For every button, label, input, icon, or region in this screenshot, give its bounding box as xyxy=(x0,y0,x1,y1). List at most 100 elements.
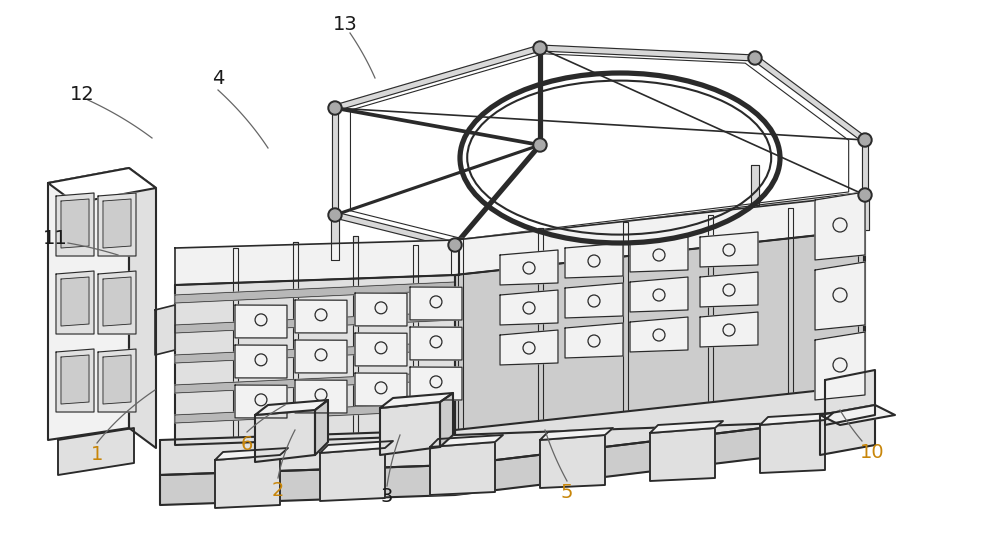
Circle shape xyxy=(858,133,872,147)
Polygon shape xyxy=(56,271,94,334)
Polygon shape xyxy=(292,242,298,445)
Polygon shape xyxy=(815,332,865,400)
Polygon shape xyxy=(235,305,287,338)
Polygon shape xyxy=(175,282,455,303)
Circle shape xyxy=(533,138,547,152)
Polygon shape xyxy=(352,236,358,445)
Polygon shape xyxy=(430,435,503,447)
Polygon shape xyxy=(413,245,418,440)
Polygon shape xyxy=(630,237,688,272)
Polygon shape xyxy=(455,230,865,435)
Text: 1: 1 xyxy=(91,445,103,465)
Circle shape xyxy=(330,210,340,220)
Polygon shape xyxy=(540,428,613,440)
Text: 12: 12 xyxy=(70,85,94,105)
Polygon shape xyxy=(815,262,865,330)
Polygon shape xyxy=(753,56,867,143)
Polygon shape xyxy=(320,448,385,501)
Polygon shape xyxy=(98,349,136,412)
Polygon shape xyxy=(565,283,623,318)
Text: 10: 10 xyxy=(860,444,884,462)
Polygon shape xyxy=(540,435,605,488)
Polygon shape xyxy=(451,248,459,275)
Circle shape xyxy=(328,101,342,115)
Polygon shape xyxy=(61,277,89,326)
Polygon shape xyxy=(455,192,865,248)
Circle shape xyxy=(450,240,460,250)
Polygon shape xyxy=(650,428,715,481)
Polygon shape xyxy=(175,312,455,333)
Polygon shape xyxy=(815,192,865,260)
Polygon shape xyxy=(61,199,89,248)
Polygon shape xyxy=(215,448,288,460)
Polygon shape xyxy=(751,165,759,205)
Polygon shape xyxy=(760,420,825,473)
Polygon shape xyxy=(825,370,875,425)
Polygon shape xyxy=(858,205,862,415)
Polygon shape xyxy=(565,243,623,278)
Polygon shape xyxy=(232,248,238,445)
Polygon shape xyxy=(160,415,870,505)
Polygon shape xyxy=(334,45,541,111)
Polygon shape xyxy=(355,293,407,326)
Polygon shape xyxy=(175,342,455,363)
Polygon shape xyxy=(56,193,94,256)
Text: 2: 2 xyxy=(272,481,284,499)
Polygon shape xyxy=(700,272,758,307)
Polygon shape xyxy=(862,140,868,195)
Polygon shape xyxy=(820,405,875,455)
Polygon shape xyxy=(235,345,287,378)
Circle shape xyxy=(860,190,870,200)
Circle shape xyxy=(535,140,545,150)
Polygon shape xyxy=(355,373,407,406)
Polygon shape xyxy=(622,222,628,430)
Polygon shape xyxy=(103,199,131,248)
Polygon shape xyxy=(440,393,453,447)
Polygon shape xyxy=(160,385,870,475)
Polygon shape xyxy=(98,193,136,256)
Polygon shape xyxy=(500,330,558,365)
Polygon shape xyxy=(708,215,712,425)
Polygon shape xyxy=(861,195,869,230)
Polygon shape xyxy=(630,317,688,352)
Polygon shape xyxy=(315,400,328,455)
Polygon shape xyxy=(500,250,558,285)
Polygon shape xyxy=(58,428,134,475)
Circle shape xyxy=(330,103,340,113)
Polygon shape xyxy=(540,45,755,61)
Text: 13: 13 xyxy=(333,15,357,35)
Polygon shape xyxy=(565,323,623,358)
Polygon shape xyxy=(255,400,328,415)
Circle shape xyxy=(748,51,762,65)
Polygon shape xyxy=(295,340,347,373)
Polygon shape xyxy=(175,275,455,445)
Text: 4: 4 xyxy=(212,68,224,88)
Polygon shape xyxy=(332,108,338,215)
Circle shape xyxy=(533,41,547,55)
Polygon shape xyxy=(235,385,287,418)
Polygon shape xyxy=(334,212,456,248)
Polygon shape xyxy=(630,277,688,312)
Circle shape xyxy=(860,135,870,145)
Polygon shape xyxy=(175,195,865,285)
Polygon shape xyxy=(155,305,175,355)
Polygon shape xyxy=(410,367,462,400)
Polygon shape xyxy=(56,349,94,412)
Text: 3: 3 xyxy=(381,488,393,507)
Polygon shape xyxy=(410,327,462,360)
Polygon shape xyxy=(103,355,131,404)
Polygon shape xyxy=(48,168,129,440)
Polygon shape xyxy=(410,287,462,320)
Circle shape xyxy=(328,208,342,222)
Polygon shape xyxy=(700,312,758,347)
Polygon shape xyxy=(61,355,89,404)
Polygon shape xyxy=(175,372,455,393)
Text: 5: 5 xyxy=(561,483,573,502)
Polygon shape xyxy=(700,232,758,267)
Polygon shape xyxy=(295,380,347,413)
Polygon shape xyxy=(820,405,895,425)
Polygon shape xyxy=(320,441,393,453)
Text: 6: 6 xyxy=(241,435,253,453)
Circle shape xyxy=(750,53,760,63)
Polygon shape xyxy=(255,410,315,462)
